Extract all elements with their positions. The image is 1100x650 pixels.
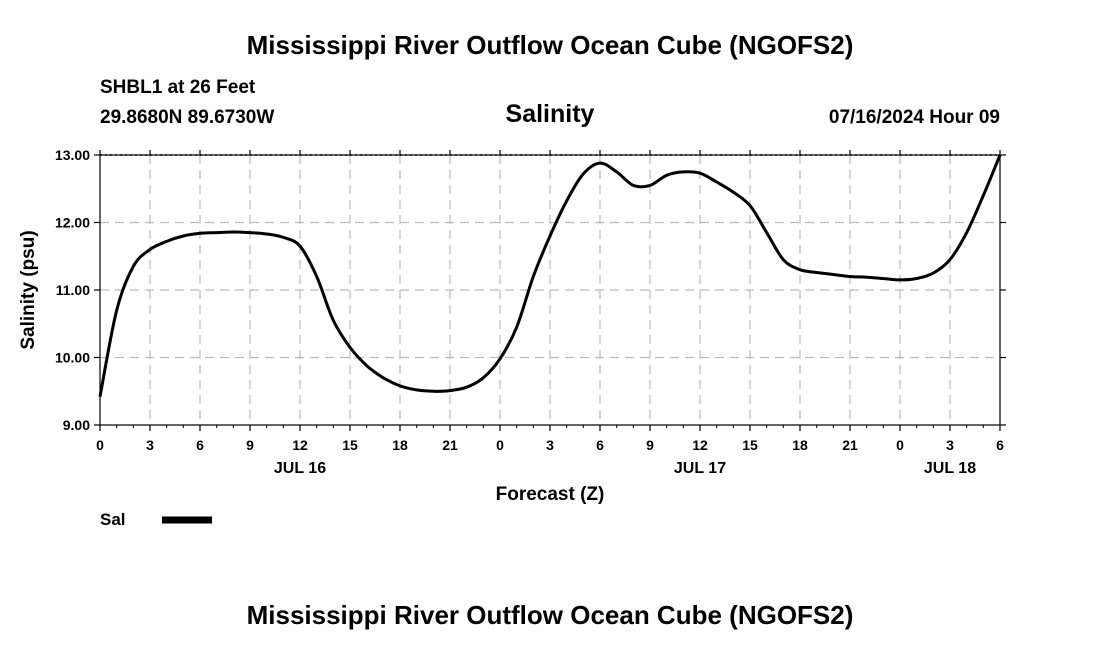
date-label: JUL 16 <box>274 460 326 477</box>
x-tick-label: 6 <box>996 437 1004 453</box>
salinity-chart: 9.00 10.00 11.00 12.00 13.00 0 3 6 9 12 15 18 21 0 3 6… <box>18 147 1006 529</box>
chart-variable-title: Salinity <box>505 100 595 128</box>
x-tick-label: 15 <box>742 437 758 453</box>
x-tick-label: 9 <box>246 437 254 453</box>
forecast-datetime: 07/16/2024 Hour 09 <box>828 107 1000 128</box>
y-axis-title: Salinity (psu) <box>18 230 39 349</box>
x-tick-label: 21 <box>442 437 458 453</box>
x-tick-label: 12 <box>292 437 308 453</box>
x-tick-label: 18 <box>792 437 808 453</box>
y-tick-label: 11.00 <box>56 282 90 298</box>
y-tick-label: 12.00 <box>55 215 90 231</box>
date-label: JUL 18 <box>924 460 976 477</box>
station-coordinates: 29.8680N 89.6730W <box>100 107 275 128</box>
x-tick-label: 0 <box>896 437 904 453</box>
date-label: JUL 17 <box>674 460 726 477</box>
x-tick-label: 15 <box>342 437 358 453</box>
legend-label: Sal <box>100 510 126 529</box>
x-axis-title: Forecast (Z) <box>496 484 605 505</box>
date-labels: JUL 16 JUL 17 JUL 18 <box>274 460 976 477</box>
x-tick-labels: 0 3 6 9 12 15 18 21 0 3 6 9 12 15 18 21 0 3 6 <box>96 437 1004 453</box>
x-tick-label: 12 <box>692 437 708 453</box>
x-tick-label: 18 <box>392 437 408 453</box>
y-tick-label: 10.00 <box>55 350 90 366</box>
x-tick-label: 6 <box>596 437 604 453</box>
x-tick-label: 0 <box>496 437 504 453</box>
x-tick-label: 3 <box>146 437 154 453</box>
footer-title: Mississippi River Outflow Ocean Cube (NG… <box>246 600 854 630</box>
station-name: SHBL1 at 26 Feet <box>100 77 256 98</box>
x-tick-label: 0 <box>96 437 104 453</box>
grid-lines <box>100 155 1000 425</box>
salinity-series-line <box>98 154 1002 397</box>
x-tick-label: 6 <box>196 437 204 453</box>
y-tick-label: 9.00 <box>63 417 90 433</box>
y-tick-label: 13.00 <box>55 147 90 163</box>
x-tick-label: 21 <box>842 437 858 453</box>
x-tick-label: 9 <box>646 437 654 453</box>
y-tick-labels: 9.00 10.00 11.00 12.00 13.00 <box>55 147 90 433</box>
chart-main-title: Mississippi River Outflow Ocean Cube (NG… <box>246 30 854 60</box>
x-tick-label: 3 <box>946 437 954 453</box>
x-tick-label: 3 <box>546 437 554 453</box>
